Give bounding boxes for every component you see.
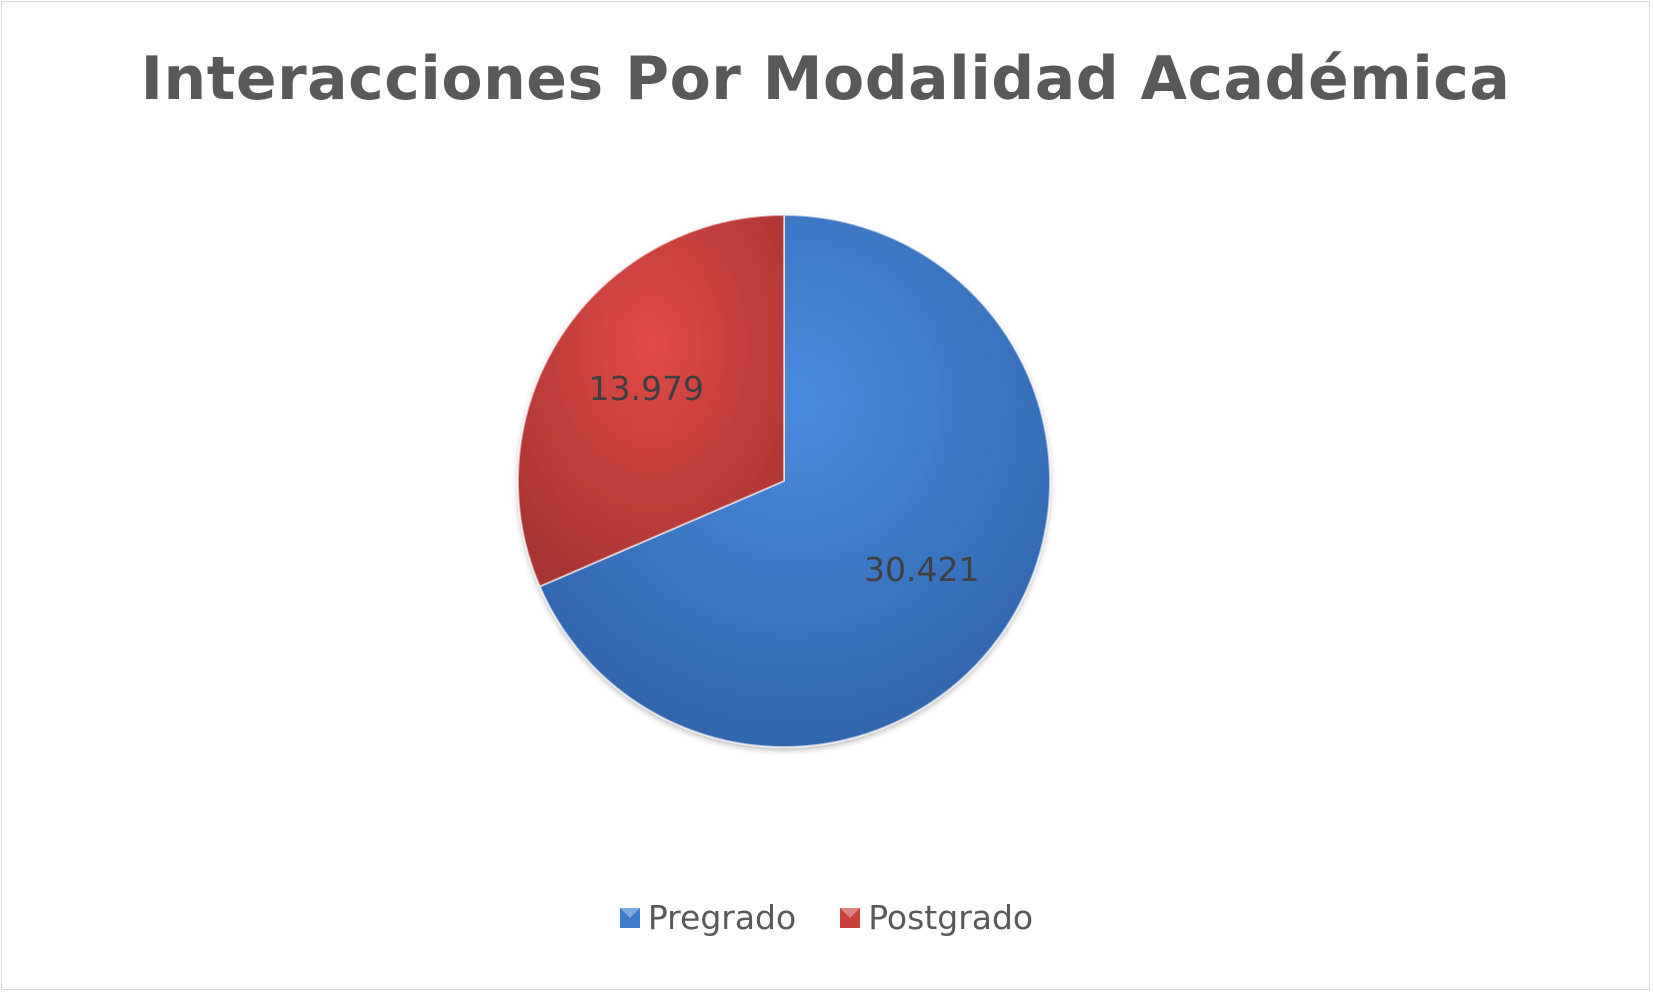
data-label-postgrado: 13.979	[588, 369, 703, 408]
data-label-pregrado: 30.421	[864, 550, 979, 589]
chart-legend: Pregrado Postgrado	[0, 898, 1653, 937]
pie-slice-pregrado[interactable]	[538, 213, 1052, 748]
legend-item-pregrado[interactable]: Pregrado	[619, 898, 797, 937]
chart-title: Interacciones Por Modalidad Académica	[140, 44, 1511, 114]
legend-label-pregrado: Pregrado	[647, 898, 797, 937]
pie-slice-postgrado[interactable]	[517, 213, 785, 588]
legend-label-postgrado: Postgrado	[868, 898, 1034, 937]
legend-item-postgrado[interactable]: Postgrado	[840, 898, 1033, 937]
legend-swatch-postgrado	[840, 907, 861, 928]
legend-swatch-pregrado	[619, 907, 640, 928]
